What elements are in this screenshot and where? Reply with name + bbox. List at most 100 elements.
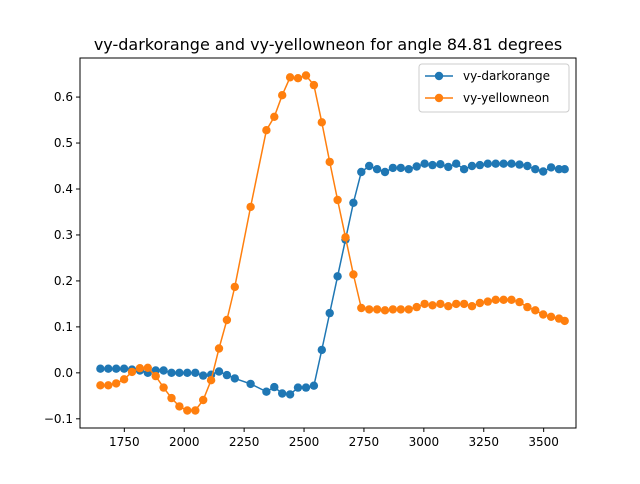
data-point	[278, 91, 287, 100]
data-point	[546, 312, 556, 321]
legend: vy-darkorange vy-yellowneon	[418, 63, 570, 113]
data-point	[230, 282, 239, 292]
chart-title: vy-darkorange and vy-yellowneon for angl…	[94, 35, 562, 54]
data-point	[372, 165, 382, 174]
data-point	[428, 301, 437, 310]
data-point	[357, 167, 366, 177]
data-point	[309, 80, 319, 90]
data-point	[206, 376, 216, 385]
data-point	[404, 305, 413, 314]
x-tick-label: 2000	[169, 435, 200, 449]
data-point	[459, 299, 469, 309]
data-point	[293, 383, 303, 392]
data-point	[301, 71, 311, 80]
data-point	[365, 161, 374, 171]
data-point	[159, 383, 168, 392]
y-tick-label: 0.3	[54, 228, 73, 242]
data-point	[467, 161, 477, 171]
data-point	[357, 303, 366, 313]
data-point	[135, 364, 145, 373]
data-point	[151, 371, 160, 381]
data-point	[96, 381, 105, 390]
x-tick-label: 2750	[349, 435, 380, 449]
data-point	[309, 381, 319, 390]
legend-marker	[434, 93, 444, 103]
data-point	[452, 159, 461, 168]
data-point	[444, 162, 453, 172]
data-point	[119, 364, 129, 373]
data-point	[222, 370, 232, 380]
data-point	[475, 298, 485, 308]
data-point	[104, 381, 113, 390]
data-point	[365, 305, 374, 314]
data-point	[325, 308, 334, 318]
y-tick-label: 0.1	[54, 320, 73, 334]
y-tick-label: 0.2	[54, 274, 73, 288]
data-point	[412, 162, 421, 171]
data-point	[270, 382, 279, 392]
x-axis: 1750 2000 2250 2500 2750 3000 3250 3500	[109, 428, 559, 449]
data-point	[396, 305, 405, 314]
data-point	[531, 306, 540, 315]
data-point	[262, 387, 271, 396]
data-point	[560, 316, 569, 326]
data-point	[333, 272, 342, 281]
data-point	[112, 364, 121, 373]
data-point	[507, 159, 516, 168]
data-point	[143, 363, 152, 372]
y-tick-label: 0.6	[54, 90, 73, 104]
data-point	[214, 344, 224, 353]
data-point	[119, 375, 129, 384]
data-point	[491, 159, 500, 168]
data-point	[372, 305, 382, 314]
data-point	[349, 270, 358, 279]
data-point	[285, 73, 295, 82]
data-point	[388, 163, 398, 173]
data-point	[499, 295, 508, 304]
data-point	[515, 297, 524, 307]
y-tick-label: −0.1	[44, 412, 73, 426]
data-point	[499, 159, 508, 168]
legend-label: vy-yellowneon	[463, 91, 549, 105]
data-point	[127, 367, 137, 377]
legend-box	[418, 63, 570, 113]
data-point	[483, 159, 492, 168]
data-point	[380, 167, 390, 177]
data-point	[246, 379, 255, 389]
data-point	[539, 167, 548, 176]
data-point	[175, 368, 184, 377]
x-tick-label: 2500	[289, 435, 320, 449]
legend-entry: vy-darkorange	[425, 69, 550, 83]
x-tick-label: 3000	[409, 435, 440, 449]
data-point	[404, 165, 413, 174]
data-point	[333, 195, 342, 205]
data-point	[301, 383, 311, 392]
data-point	[285, 390, 295, 399]
data-point	[420, 299, 429, 309]
data-point	[230, 374, 239, 383]
data-point	[459, 165, 469, 174]
legend-marker	[434, 71, 444, 81]
data-point	[444, 302, 453, 311]
data-point	[191, 406, 200, 415]
marks-layer	[96, 71, 569, 415]
data-point	[349, 198, 358, 207]
data-point	[293, 74, 303, 83]
data-point	[491, 295, 500, 304]
data-point	[278, 389, 287, 398]
data-point	[159, 366, 168, 375]
plot-area-frame	[79, 57, 577, 429]
y-tick-label: 0.4	[54, 182, 73, 196]
data-point	[515, 160, 524, 169]
data-point	[325, 157, 334, 167]
data-point	[262, 126, 271, 135]
data-point	[317, 118, 326, 127]
legend-entry: vy-yellowneon	[425, 91, 549, 105]
data-point	[183, 406, 192, 415]
data-point	[388, 305, 398, 314]
data-point	[199, 371, 208, 380]
data-point	[175, 402, 184, 411]
data-point	[452, 299, 461, 309]
data-point	[412, 302, 421, 312]
